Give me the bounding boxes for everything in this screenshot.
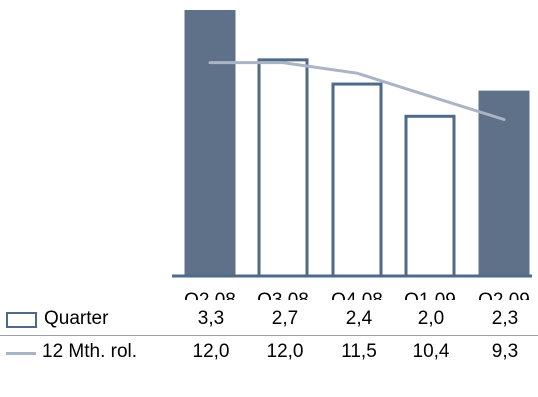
legend-label-quarter: Quarter [44, 308, 109, 329]
bar-q4-08 [331, 82, 383, 278]
legend-label-rolling: 12 Mth. rol. [42, 341, 138, 362]
rolling-value-q2-08: 12,0 [192, 341, 230, 362]
x-tick-q2-09: Q2 09 [478, 290, 530, 300]
bars-group [184, 10, 530, 278]
rolling-value-q4-08: 11,5 [341, 341, 377, 362]
x-tick-q2-08: Q2 08 [184, 290, 236, 300]
table-row-rolling: 12 Mth. rol. 12,0 12,0 11,5 10,4 9,3 [0, 337, 538, 367]
rolling-value-q1-09: 10,4 [412, 341, 450, 362]
bar-q3-08 [257, 58, 309, 278]
x-tick-q1-09: Q1 09 [404, 290, 456, 300]
chart: Q2 08 Q3 08 Q4 08 Q1 09 Q2 09 [172, 10, 532, 300]
quarter-value-q3-08: 2,7 [271, 308, 299, 329]
x-tick-labels: Q2 08 Q3 08 Q4 08 Q1 09 Q2 09 [184, 290, 530, 300]
table-row-quarter: Quarter 3,3 2,7 2,4 2,0 2,3 [0, 304, 538, 334]
quarter-value-q2-08: 3,3 [197, 308, 225, 329]
quarter-value-q1-09: 2,0 [417, 308, 445, 329]
quarter-value-q2-09: 2,3 [491, 308, 519, 329]
rolling-12-month-line [208, 61, 506, 121]
quarter-value-q4-08: 2,4 [345, 308, 373, 329]
legend-key-rolling [6, 352, 36, 355]
bar-q1-09 [404, 114, 456, 278]
rolling-value-q3-08: 12,0 [266, 341, 304, 362]
bar-q2-08 [184, 10, 236, 276]
bar-q2-09 [478, 90, 530, 276]
table-divider [0, 335, 538, 336]
legend-key-quarter [6, 312, 37, 328]
rolling-value-q2-09: 9,3 [491, 341, 519, 362]
x-tick-q4-08: Q4 08 [331, 290, 383, 300]
x-tick-q3-08: Q3 08 [257, 290, 309, 300]
